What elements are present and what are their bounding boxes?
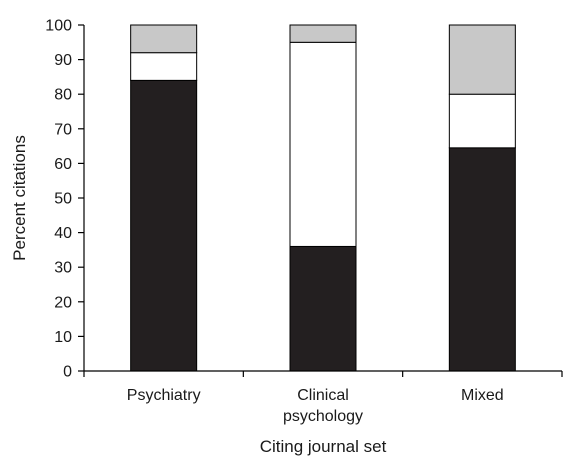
x-axis-ticks: Psychiatry Clinical psychology Mixed [83, 371, 563, 425]
y-tick-label-3: 20 [54, 294, 72, 311]
bar-segment-3-category-1 [130, 24, 198, 54]
x-tick-label-3: Mixed [461, 387, 504, 404]
bar-segment-2-category-3 [448, 93, 516, 149]
bar-segment-2-category-2 [289, 41, 357, 247]
bar-segment-1-category-3 [448, 147, 516, 372]
bar-segment-1-category-2 [289, 245, 357, 372]
plot-area [130, 24, 516, 372]
x-axis-title: Citing journal set [260, 437, 387, 456]
y-tick-label-6: 50 [54, 191, 72, 208]
y-axis-ticks: 0 10 20 30 40 50 60 70 80 90 100 [45, 18, 84, 381]
y-tick-label-5: 40 [54, 225, 72, 242]
y-tick-label-7: 60 [54, 156, 72, 173]
y-tick-label-4: 30 [54, 260, 72, 277]
y-axis-title: Percent citations [10, 135, 29, 261]
bar-segment-3-category-2 [289, 24, 357, 43]
y-tick-label-8: 70 [54, 121, 72, 138]
bar-segment-2-category-1 [130, 52, 198, 81]
bar-segment-1-category-1 [130, 79, 198, 372]
x-tick-label-2: Clinical psychology [283, 387, 363, 425]
bar-segment-3-category-3 [448, 24, 516, 95]
y-tick-label-9: 80 [54, 87, 72, 104]
x-tick-label-1: Psychiatry [127, 387, 201, 404]
y-tick-label-10: 90 [54, 52, 72, 69]
y-tick-label-2: 10 [54, 329, 72, 346]
y-tick-label-11: 100 [45, 18, 72, 35]
y-tick-label-1: 0 [63, 364, 72, 381]
